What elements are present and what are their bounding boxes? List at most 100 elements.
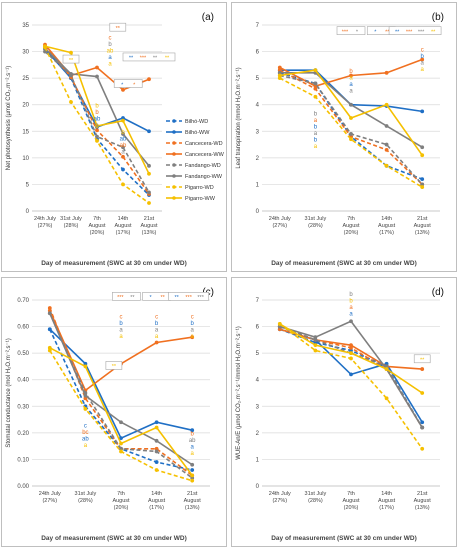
x-tick-label: August: [378, 498, 396, 504]
data-point: [154, 425, 159, 430]
data-point: [154, 449, 159, 454]
data-point: [47, 327, 52, 332]
data-point: [47, 348, 52, 353]
data-point: [384, 163, 389, 168]
significance-stars: **: [116, 26, 121, 32]
data-point: [313, 348, 318, 353]
x-tick-label: (20%): [344, 505, 359, 511]
data-point: [420, 185, 425, 189]
data-point: [121, 116, 125, 120]
data-point: [384, 396, 389, 401]
y-tick-label: 35: [22, 23, 29, 29]
data-point: [384, 142, 389, 147]
legend-label: Pigarro-WW: [185, 196, 216, 202]
data-point: [313, 337, 318, 342]
significance-letter: a: [314, 131, 318, 137]
x-axis-title: Day of measurement (SWC at 30 cm under W…: [41, 535, 187, 542]
data-point: [69, 100, 73, 104]
x-tick-label: August: [378, 223, 396, 229]
y-tick-label: 0.30: [17, 404, 29, 410]
significance-letter: b: [314, 111, 318, 117]
data-point: [154, 420, 159, 425]
significance-stars: **: [385, 29, 390, 35]
significance-letter: c: [155, 315, 158, 321]
data-point: [349, 351, 353, 356]
x-tick-label: 7th: [117, 491, 125, 497]
significance-letter: a: [349, 75, 353, 81]
data-point: [384, 361, 389, 366]
significance-letter: a: [349, 312, 353, 318]
significance-letter: a: [155, 334, 159, 340]
data-point: [190, 476, 195, 480]
significance-letter: b: [314, 124, 318, 130]
y-tick-label: 20: [22, 103, 29, 109]
data-point: [147, 77, 151, 82]
x-tick-label: 14th: [118, 216, 129, 222]
data-point: [154, 468, 159, 472]
y-tick-label: 0.60: [17, 325, 29, 331]
y-axis-title: WUE-An/E (µmol CO₂.m⁻².s⁻¹/mmol H₂O.m⁻².…: [236, 326, 242, 459]
data-point: [69, 50, 73, 55]
data-point: [277, 327, 282, 332]
significance-box: [62, 54, 80, 64]
x-tick-label: (13%): [415, 505, 430, 511]
significance-letter: a: [421, 61, 425, 67]
data-point: [119, 420, 123, 425]
significance-stars: ***: [185, 295, 192, 301]
panel-label: (a): [202, 12, 214, 23]
data-point: [95, 138, 99, 143]
data-point: [95, 65, 99, 70]
data-point: [190, 473, 195, 478]
y-tick-label: 5: [256, 76, 260, 82]
x-tick-label: August: [88, 223, 106, 229]
legend-label: Bilhó-WD: [185, 119, 208, 125]
data-point: [95, 124, 99, 128]
data-point: [83, 407, 88, 411]
significance-stars: *: [150, 295, 153, 301]
data-point: [154, 438, 159, 443]
significance-letter: a: [191, 328, 195, 334]
x-tick-label: (20%): [344, 230, 359, 236]
x-tick-label: (17%): [116, 230, 131, 236]
data-point: [420, 367, 425, 371]
significance-box: [122, 52, 176, 62]
significance-letter: ab: [82, 437, 89, 443]
y-tick-label: 0: [26, 209, 30, 215]
x-tick-label: 21st: [187, 491, 198, 497]
data-point: [147, 190, 151, 195]
significance-letter: a: [119, 328, 123, 334]
significance-stars: **: [420, 358, 425, 364]
legend-marker: [172, 119, 176, 123]
significance-letter: a: [314, 144, 318, 150]
significance-letter: a: [84, 443, 88, 449]
significance-stars: *: [356, 29, 359, 35]
data-point: [313, 81, 318, 86]
x-tick-label: 21st: [417, 491, 428, 497]
significance-letter: b: [349, 299, 353, 305]
data-point: [277, 322, 282, 326]
y-tick-label: 7: [256, 23, 260, 29]
x-tick-label: 31st July: [60, 216, 82, 222]
x-tick-label: (28%): [308, 223, 323, 229]
x-tick-label: August: [114, 223, 132, 229]
data-point: [384, 124, 389, 128]
series-line: [279, 77, 423, 188]
significance-letter: a: [121, 149, 125, 155]
x-tick-label: 31st July: [305, 216, 327, 222]
x-tick-label: 24th July: [269, 491, 291, 497]
y-tick-label: 5: [256, 351, 260, 357]
series-line: [49, 350, 193, 482]
significance-letter: c: [109, 35, 112, 41]
chart-c: 0.00 0.10 0.20 0.30 0.40 0.50 0.60 0.70 24th Jul…: [6, 287, 214, 542]
x-tick-label: August: [342, 498, 360, 504]
y-axis-title: Leaf transpiration (mmol H₂O.m⁻².s⁻¹): [236, 67, 242, 168]
data-point: [119, 446, 123, 451]
significance-letter: ab: [189, 438, 196, 444]
y-axis-title: Net photosynthesis (µmol CO₂.m⁻².s⁻¹): [6, 66, 12, 170]
significance-letter: b: [191, 321, 195, 327]
x-tick-label: (20%): [90, 230, 105, 236]
x-tick-label: 7th: [347, 216, 355, 222]
data-point: [43, 44, 47, 49]
panel-d: 0 1 2 3 4 5 6 7 24th July (27%) 31st July (28%) 7th A…: [231, 277, 457, 547]
